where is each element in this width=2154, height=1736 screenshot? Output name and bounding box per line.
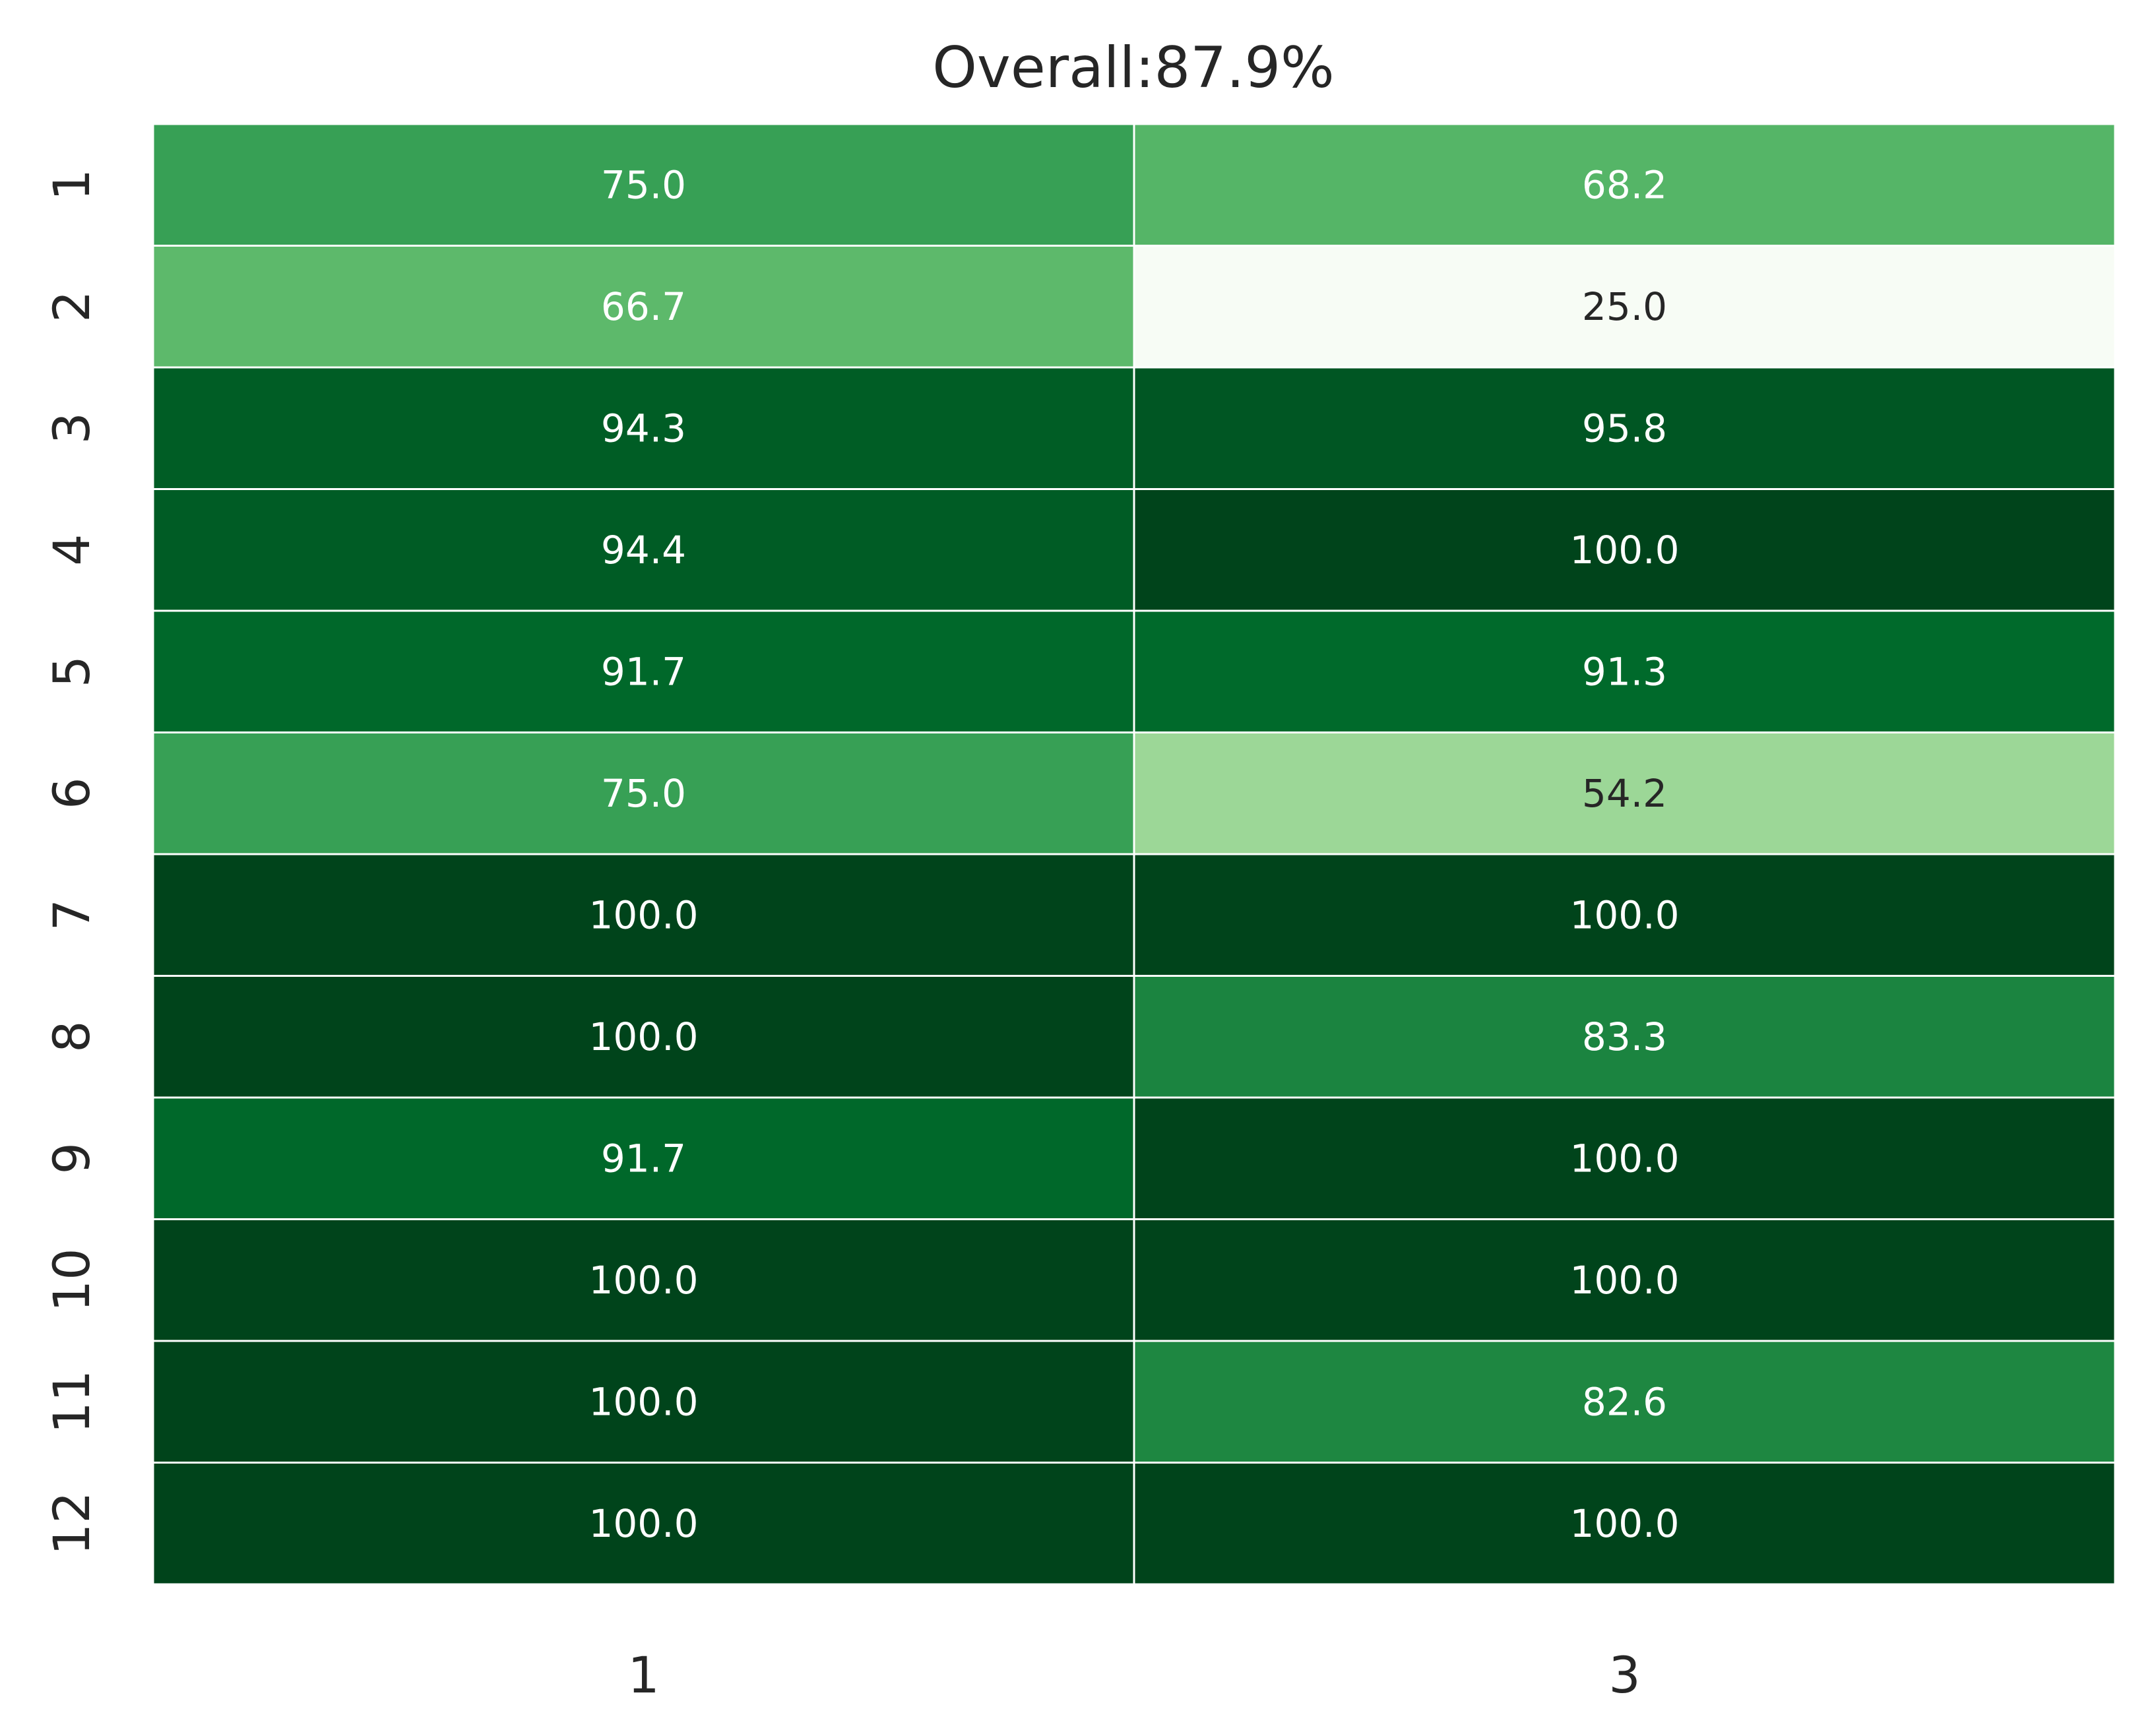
cell-value-label: 100.0 [1569, 1258, 1679, 1303]
heatmap-cell-r3-c3 [1135, 368, 2114, 488]
y-tick-label: 11 [42, 1370, 101, 1434]
cell-value-label: 82.6 [1582, 1379, 1667, 1424]
heatmap-cell-r8-c1 [154, 977, 1133, 1097]
cell-value-label: 100.0 [1569, 1501, 1679, 1546]
heatmap-cell-r7-c1 [154, 855, 1133, 975]
cell-value-label: 100.0 [588, 892, 698, 937]
heatmap-cell-r4-c1 [154, 490, 1133, 610]
x-tick-label: 1 [627, 1646, 659, 1704]
heatmap-cell-r10-c1 [154, 1220, 1133, 1340]
cell-value-label: 94.3 [601, 406, 686, 450]
y-tick-label: 7 [42, 899, 101, 931]
heatmap-cell-r1-c1 [154, 125, 1133, 245]
y-tick-label: 9 [42, 1142, 101, 1174]
heatmap-cell-r6-c3 [1135, 733, 2114, 853]
y-tick-label: 1 [42, 169, 101, 201]
cell-value-label: 94.4 [601, 528, 686, 573]
chart-title: Overall:87.9% [932, 35, 1335, 101]
heatmap-cell-r11-c3 [1135, 1342, 2114, 1462]
heatmap-cell-r4-c3 [1135, 490, 2114, 610]
heatmap-cell-r7-c3 [1135, 855, 2114, 975]
cell-value-label: 54.2 [1582, 771, 1667, 816]
heatmap-cell-r12-c1 [154, 1464, 1133, 1584]
heatmap-cell-r5-c1 [154, 611, 1133, 731]
x-tick-label: 3 [1608, 1646, 1640, 1704]
cell-value-label: 95.8 [1582, 406, 1667, 450]
cell-value-label: 100.0 [1569, 1136, 1679, 1181]
cell-value-label: 100.0 [588, 1258, 698, 1303]
heatmap-cell-r2-c3 [1135, 247, 2114, 367]
cell-value-label: 75.0 [601, 162, 686, 207]
cell-value-label: 91.3 [1582, 649, 1667, 694]
y-tick-label: 6 [42, 778, 101, 809]
heatmap-cell-r1-c3 [1135, 125, 2114, 245]
cell-value-label: 100.0 [588, 1379, 698, 1424]
cell-value-label: 91.7 [601, 649, 686, 694]
cell-value-label: 100.0 [588, 1501, 698, 1546]
heatmap-cell-r12-c3 [1135, 1464, 2114, 1584]
cell-value-label: 83.3 [1582, 1014, 1667, 1059]
y-tick-label: 3 [42, 412, 101, 444]
cell-value-label: 75.0 [601, 771, 686, 816]
heatmap-cell-r11-c1 [154, 1342, 1133, 1462]
heatmap-cell-r8-c3 [1135, 977, 2114, 1097]
y-tick-label: 4 [42, 534, 101, 566]
cell-value-label: 25.0 [1582, 284, 1667, 329]
y-tick-label: 10 [42, 1248, 101, 1312]
heatmap-cells: 75.0 68.2 66.7 25.0 94.3 95.8 94.4 100.0 91.7 91.… [154, 125, 2114, 1584]
cell-value-label: 100.0 [1569, 528, 1679, 573]
cell-value-label: 91.7 [601, 1136, 686, 1181]
heatmap-cell-r5-c3 [1135, 611, 2114, 731]
cell-value-label: 68.2 [1582, 162, 1667, 207]
cell-value-label: 100.0 [1569, 892, 1679, 937]
heatmap-cell-r6-c1 [154, 733, 1133, 853]
cell-value-label: 66.7 [601, 284, 686, 329]
y-tick-label: 12 [42, 1491, 101, 1555]
y-tick-label: 8 [42, 1021, 101, 1053]
heatmap-cell-r10-c3 [1135, 1220, 2114, 1340]
heatmap-cell-r2-c1 [154, 247, 1133, 367]
heatmap-cell-r9-c1 [154, 1098, 1133, 1218]
heatmap-cell-r3-c1 [154, 368, 1133, 488]
y-tick-label: 2 [42, 291, 101, 323]
heatmap-cell-r9-c3 [1135, 1098, 2114, 1218]
y-tick-label: 5 [42, 656, 101, 687]
cell-value-label: 100.0 [588, 1014, 698, 1059]
